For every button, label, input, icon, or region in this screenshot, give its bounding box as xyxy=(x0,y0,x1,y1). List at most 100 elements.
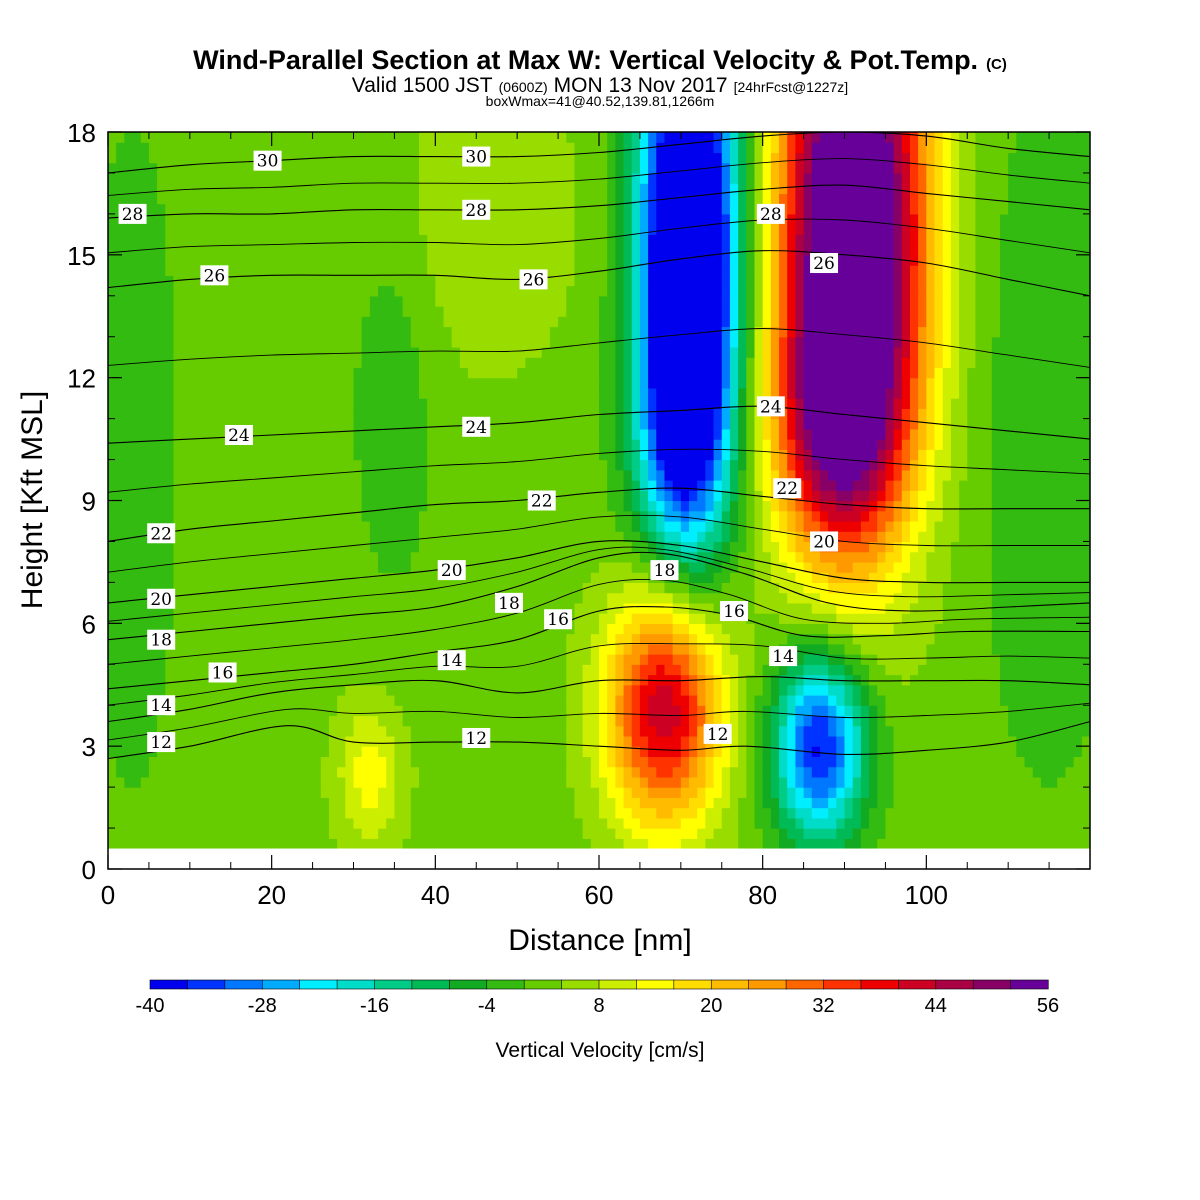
w-cell xyxy=(198,838,207,850)
w-cell xyxy=(328,439,338,450)
w-cell xyxy=(828,510,837,522)
w-cell xyxy=(484,613,494,624)
w-cell xyxy=(975,459,985,471)
w-cell xyxy=(418,469,428,481)
w-cell xyxy=(909,807,919,819)
w-cell xyxy=(1057,776,1067,788)
w-cell xyxy=(893,654,903,665)
w-cell xyxy=(697,664,706,676)
w-cell xyxy=(288,541,297,553)
w-cell xyxy=(648,817,657,829)
w-cell xyxy=(451,469,461,481)
w-cell xyxy=(328,807,338,819)
w-cell xyxy=(1008,510,1017,522)
w-cell xyxy=(500,500,510,512)
w-cell xyxy=(214,541,224,553)
w-cell xyxy=(328,531,338,543)
w-cell xyxy=(836,674,846,686)
w-cell xyxy=(566,643,576,655)
w-cell xyxy=(337,633,346,645)
w-cell xyxy=(271,643,281,655)
w-cell xyxy=(656,756,666,768)
w-cell xyxy=(893,684,903,696)
w-cell xyxy=(983,694,993,706)
w-cell xyxy=(549,776,559,788)
w-cell xyxy=(410,480,420,491)
w-cell xyxy=(1016,561,1026,573)
w-cell xyxy=(492,510,502,522)
w-cell xyxy=(549,766,559,778)
w-cell xyxy=(975,766,985,778)
w-cell xyxy=(942,480,952,491)
w-cell xyxy=(304,725,314,737)
w-cell xyxy=(238,828,248,839)
w-cell xyxy=(901,715,911,727)
w-cell xyxy=(418,541,428,553)
w-cell xyxy=(607,756,616,768)
w-cell xyxy=(967,715,977,727)
w-cell xyxy=(549,828,559,839)
w-cell xyxy=(451,439,461,450)
w-cell xyxy=(132,500,142,512)
w-cell xyxy=(181,510,191,522)
w-cell xyxy=(1040,694,1050,706)
w-cell xyxy=(1032,459,1042,471)
w-cell xyxy=(206,602,215,614)
w-cell xyxy=(345,561,355,573)
w-cell xyxy=(189,480,199,491)
w-cell xyxy=(279,817,289,829)
w-cell xyxy=(828,828,837,839)
w-cell xyxy=(959,807,968,819)
w-cell xyxy=(517,572,526,583)
w-cell xyxy=(238,746,248,758)
w-cell xyxy=(369,613,379,624)
w-cell xyxy=(378,715,387,727)
w-cell xyxy=(492,541,502,553)
w-cell xyxy=(959,561,968,573)
w-cell xyxy=(795,551,805,563)
w-cell xyxy=(320,531,330,543)
w-cell xyxy=(582,766,592,778)
w-cell xyxy=(189,664,199,676)
w-cell xyxy=(672,490,682,502)
w-cell xyxy=(525,643,535,655)
w-cell xyxy=(852,674,862,686)
w-cell xyxy=(689,664,698,676)
w-cell xyxy=(754,817,764,829)
w-cell xyxy=(664,664,674,676)
w-cell xyxy=(967,480,977,491)
w-cell xyxy=(402,623,412,635)
w-cell xyxy=(451,817,461,829)
w-cell xyxy=(361,654,371,665)
w-cell xyxy=(901,541,911,553)
w-cell xyxy=(443,643,453,655)
w-cell xyxy=(852,828,862,839)
w-cell xyxy=(476,633,486,645)
w-cell xyxy=(369,746,379,758)
w-cell xyxy=(991,776,1001,788)
w-cell xyxy=(230,490,240,502)
w-cell xyxy=(157,725,166,737)
w-cell xyxy=(500,459,510,471)
w-cell xyxy=(860,817,870,829)
w-cell xyxy=(860,735,870,747)
w-cell xyxy=(1065,623,1075,635)
w-cell xyxy=(1081,582,1090,594)
w-cell xyxy=(574,633,584,645)
w-cell xyxy=(279,500,289,512)
w-cell xyxy=(140,684,150,696)
w-cell xyxy=(631,480,641,491)
w-cell xyxy=(623,520,633,532)
w-cell xyxy=(1032,746,1042,758)
w-cell xyxy=(680,643,690,655)
w-cell xyxy=(1008,643,1017,655)
w-cell xyxy=(869,797,878,809)
w-cell xyxy=(124,766,134,778)
w-cell xyxy=(828,776,837,788)
w-cell xyxy=(754,592,764,604)
w-cell xyxy=(1024,735,1034,747)
w-cell xyxy=(1008,572,1017,583)
w-cell xyxy=(378,817,387,829)
w-cell xyxy=(1016,480,1026,491)
w-cell xyxy=(214,694,224,706)
